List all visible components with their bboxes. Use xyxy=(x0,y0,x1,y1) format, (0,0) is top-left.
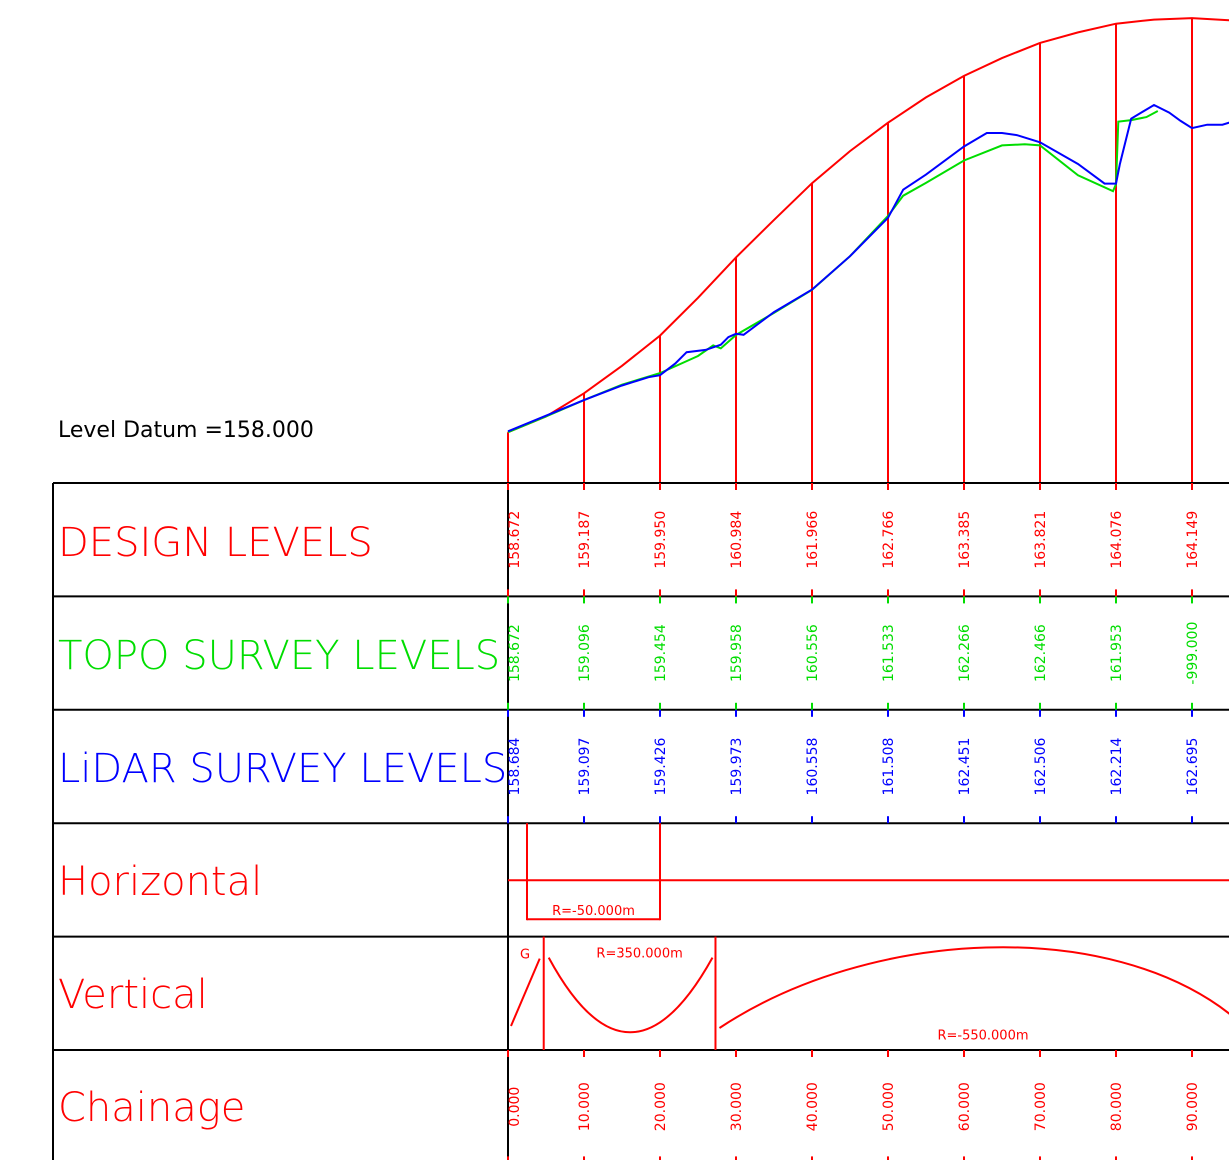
lidar-level-value: 160.558 xyxy=(805,738,821,796)
profile-graph xyxy=(507,17,1229,483)
design-level-value: 162.766 xyxy=(881,511,897,569)
design-level-value: 164.076 xyxy=(1109,511,1125,569)
lidar-profile-line xyxy=(507,103,1229,433)
design-level-value: 163.821 xyxy=(1033,511,1049,569)
topo-level-value: 160.556 xyxy=(805,624,821,682)
chainage-value: 90.000 xyxy=(1185,1082,1201,1131)
lidar-level-value: 162.695 xyxy=(1185,738,1201,796)
design-level-value: 164.149 xyxy=(1185,511,1201,569)
design-level-value: 159.950 xyxy=(653,511,669,569)
chainage-value: 60.000 xyxy=(957,1082,973,1131)
design-level-value: 163.385 xyxy=(957,511,973,569)
row-label-lidar: LiDAR SURVEY LEVELS xyxy=(58,746,507,792)
data-table-grid xyxy=(52,482,1229,1160)
lidar-level-value: 159.426 xyxy=(653,737,669,795)
chainage-values: 0.000 10.000 20.000 30.000 40.000 50.000 60.00… xyxy=(507,1050,1201,1160)
row-label-vertical: Vertical xyxy=(58,972,208,1018)
topo-level-value: -999.000 xyxy=(1185,622,1201,685)
horizontal-alignment: R=-50.000m xyxy=(508,823,1229,921)
vertical-alignment: G R=350.000m R=-550.000m xyxy=(510,936,1229,1050)
sag-curve xyxy=(547,957,714,1034)
horizontal-curve-label: R=-50.000m xyxy=(552,904,635,919)
chainage-value: 80.000 xyxy=(1109,1082,1125,1131)
topo-level-value: 162.266 xyxy=(957,624,973,682)
lidar-level-value: 161.508 xyxy=(881,738,897,796)
topo-level-value: 158.672 xyxy=(507,624,523,682)
lidar-level-value: 162.506 xyxy=(1033,737,1049,795)
grade-line xyxy=(510,958,541,1027)
row-label-design: DESIGN LEVELS xyxy=(58,520,373,566)
lidar-level-value: 158.684 xyxy=(507,737,523,795)
grade-label: G xyxy=(520,948,530,963)
lidar-level-value: 162.451 xyxy=(957,738,973,796)
chainage-value: 40.000 xyxy=(805,1082,821,1131)
topo-level-value: 162.466 xyxy=(1033,624,1049,682)
topo-level-value: 161.533 xyxy=(881,624,897,682)
level-datum-label: Level Datum =158.000 xyxy=(58,418,314,443)
lidar-level-value: 159.973 xyxy=(729,738,745,796)
row-label-topo: TOPO SURVEY LEVELS xyxy=(58,633,500,679)
lidar-level-values: 158.684 159.097 159.426 159.973 160.558 161.5… xyxy=(507,709,1201,824)
lidar-level-value: 159.097 xyxy=(577,738,593,796)
chainage-value: 70.000 xyxy=(1033,1082,1049,1131)
topo-level-value: 159.454 xyxy=(653,624,669,682)
crest-curve-label: R=-550.000m xyxy=(937,1029,1028,1044)
crest-curve xyxy=(718,946,1229,1029)
row-labels: DESIGN LEVELS TOPO SURVEY LEVELS LiDAR S… xyxy=(58,520,507,1131)
design-level-value: 160.984 xyxy=(729,511,745,569)
design-level-value: 161.966 xyxy=(805,511,821,569)
chainage-value: 20.000 xyxy=(653,1082,669,1131)
chainage-value: 0.000 xyxy=(507,1087,523,1127)
chainage-value: 50.000 xyxy=(881,1082,897,1131)
design-level-value: 158.672 xyxy=(507,511,523,569)
chainage-verticals xyxy=(507,18,1193,483)
chainage-value: 10.000 xyxy=(577,1082,593,1131)
row-label-horizontal: Horizontal xyxy=(58,859,262,905)
design-level-value: 159.187 xyxy=(577,511,593,569)
row-label-chainage: Chainage xyxy=(58,1085,245,1131)
design-profile-line xyxy=(507,17,1229,434)
chainage-value: 30.000 xyxy=(729,1082,745,1131)
topo-level-value: 159.958 xyxy=(729,624,745,682)
lidar-level-value: 162.214 xyxy=(1109,737,1125,795)
topo-level-value: 159.096 xyxy=(577,624,593,682)
design-level-values: 158.672 159.187 159.950 160.984 161.966 162.7… xyxy=(507,483,1201,597)
topo-level-values: 158.672 159.096 159.454 159.958 160.556 161.5… xyxy=(507,596,1201,710)
topo-level-value: 161.953 xyxy=(1109,624,1125,682)
sag-curve-label: R=350.000m xyxy=(596,947,682,962)
